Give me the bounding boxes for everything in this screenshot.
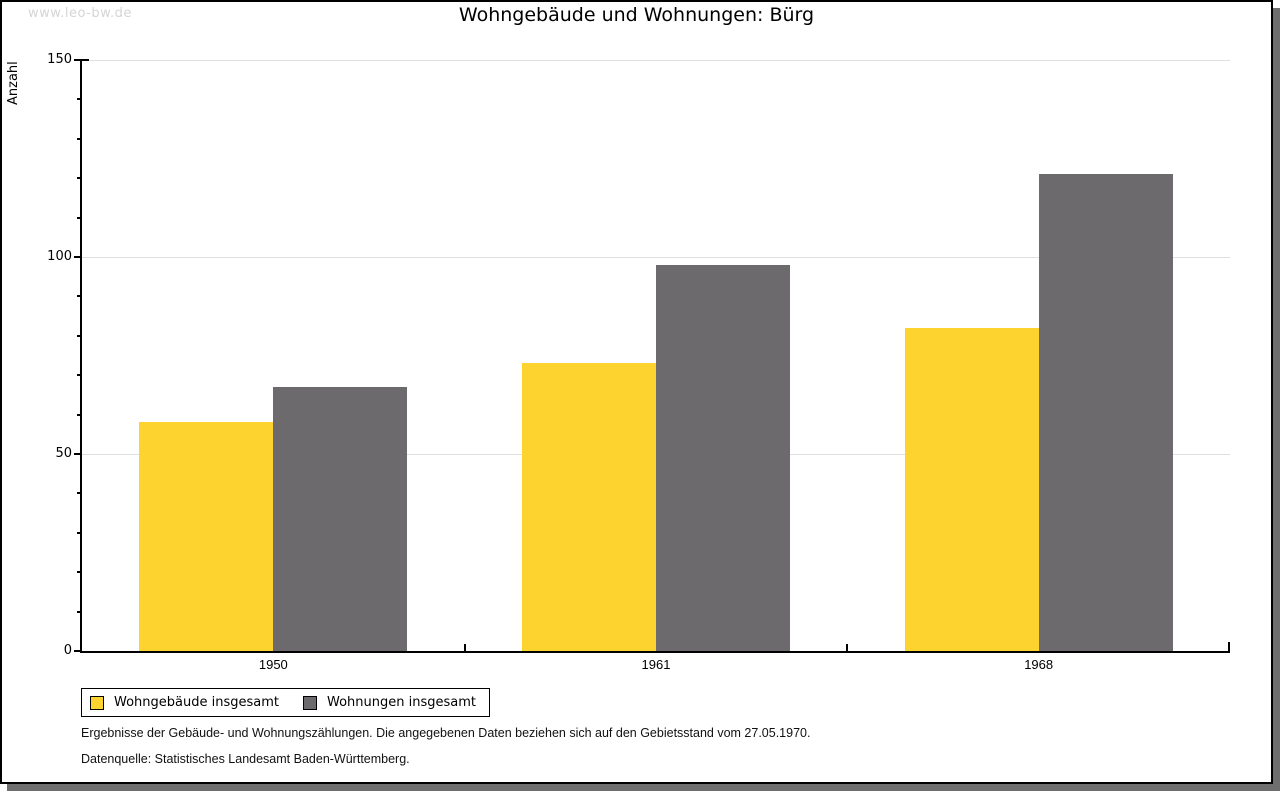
legend-swatch-wohngebaeude <box>90 695 104 710</box>
y-minor-tick-70 <box>77 374 82 377</box>
y-major-tick-50 <box>74 453 82 455</box>
y-tick-label-100: 100 <box>47 249 72 264</box>
legend-item-wohngebaeude: Wohngebäude insgesamt <box>90 695 279 710</box>
bar-wohnungen-1961 <box>656 264 790 651</box>
y-major-tick-150 <box>74 59 82 61</box>
x-axis-end-tick <box>1228 642 1230 651</box>
bar-wohngebaeude-1961 <box>522 363 656 651</box>
y-tick-label-50: 50 <box>55 446 72 461</box>
legend-swatch-wohnungen <box>303 695 317 710</box>
y-minor-tick-130 <box>77 137 82 140</box>
x-separator-tick-2 <box>846 644 849 651</box>
x-tick-label-1961: 1961 <box>641 657 671 672</box>
y-minor-tick-90 <box>77 295 82 298</box>
bar-wohngebaeude-1950 <box>139 422 274 651</box>
bar-wohnungen-1950 <box>273 387 408 651</box>
bar-wohngebaeude-1968 <box>904 327 1039 651</box>
footnote-line-2: Datenquelle: Statistisches Landesamt Bad… <box>81 752 410 766</box>
y-major-tick-100 <box>74 256 82 258</box>
y-axis-line <box>80 60 82 653</box>
legend-item-wohnungen: Wohnungen insgesamt <box>303 695 476 710</box>
x-tick-label-1950: 1950 <box>258 657 288 672</box>
y-minor-tick-60 <box>77 413 82 416</box>
legend: Wohngebäude insgesamt Wohnungen insgesam… <box>81 688 490 717</box>
y-minor-tick-120 <box>77 177 82 180</box>
footnote-line-1: Ergebnisse der Gebäude- und Wohnungszähl… <box>81 726 811 740</box>
legend-label-wohngebaeude: Wohngebäude insgesamt <box>114 695 279 710</box>
y-minor-tick-140 <box>77 98 82 101</box>
y-minor-tick-10 <box>77 610 82 613</box>
x-tick-label-1968: 1968 <box>1024 657 1054 672</box>
y-minor-tick-80 <box>77 334 82 337</box>
chart-title: Wohngebäude und Wohnungen: Bürg <box>458 4 815 26</box>
axis-top-cap <box>82 59 89 61</box>
y-minor-tick-30 <box>77 531 82 534</box>
y-tick-label-150: 150 <box>47 52 72 67</box>
legend-label-wohnungen: Wohnungen insgesamt <box>327 695 476 710</box>
y-tick-label-0: 0 <box>63 643 72 658</box>
y-minor-tick-20 <box>77 571 82 574</box>
x-separator-tick-1 <box>463 644 466 651</box>
y-axis-label: Anzahl <box>6 61 21 105</box>
gridline-100 <box>82 256 1230 258</box>
y-minor-tick-40 <box>77 492 82 495</box>
x-axis-line <box>80 651 1230 653</box>
gridline-150 <box>82 59 1230 61</box>
y-major-tick-0 <box>74 650 82 652</box>
bar-wohnungen-1968 <box>1038 174 1173 651</box>
y-minor-tick-110 <box>77 216 82 219</box>
site-watermark: www.leo-bw.de <box>28 6 132 21</box>
